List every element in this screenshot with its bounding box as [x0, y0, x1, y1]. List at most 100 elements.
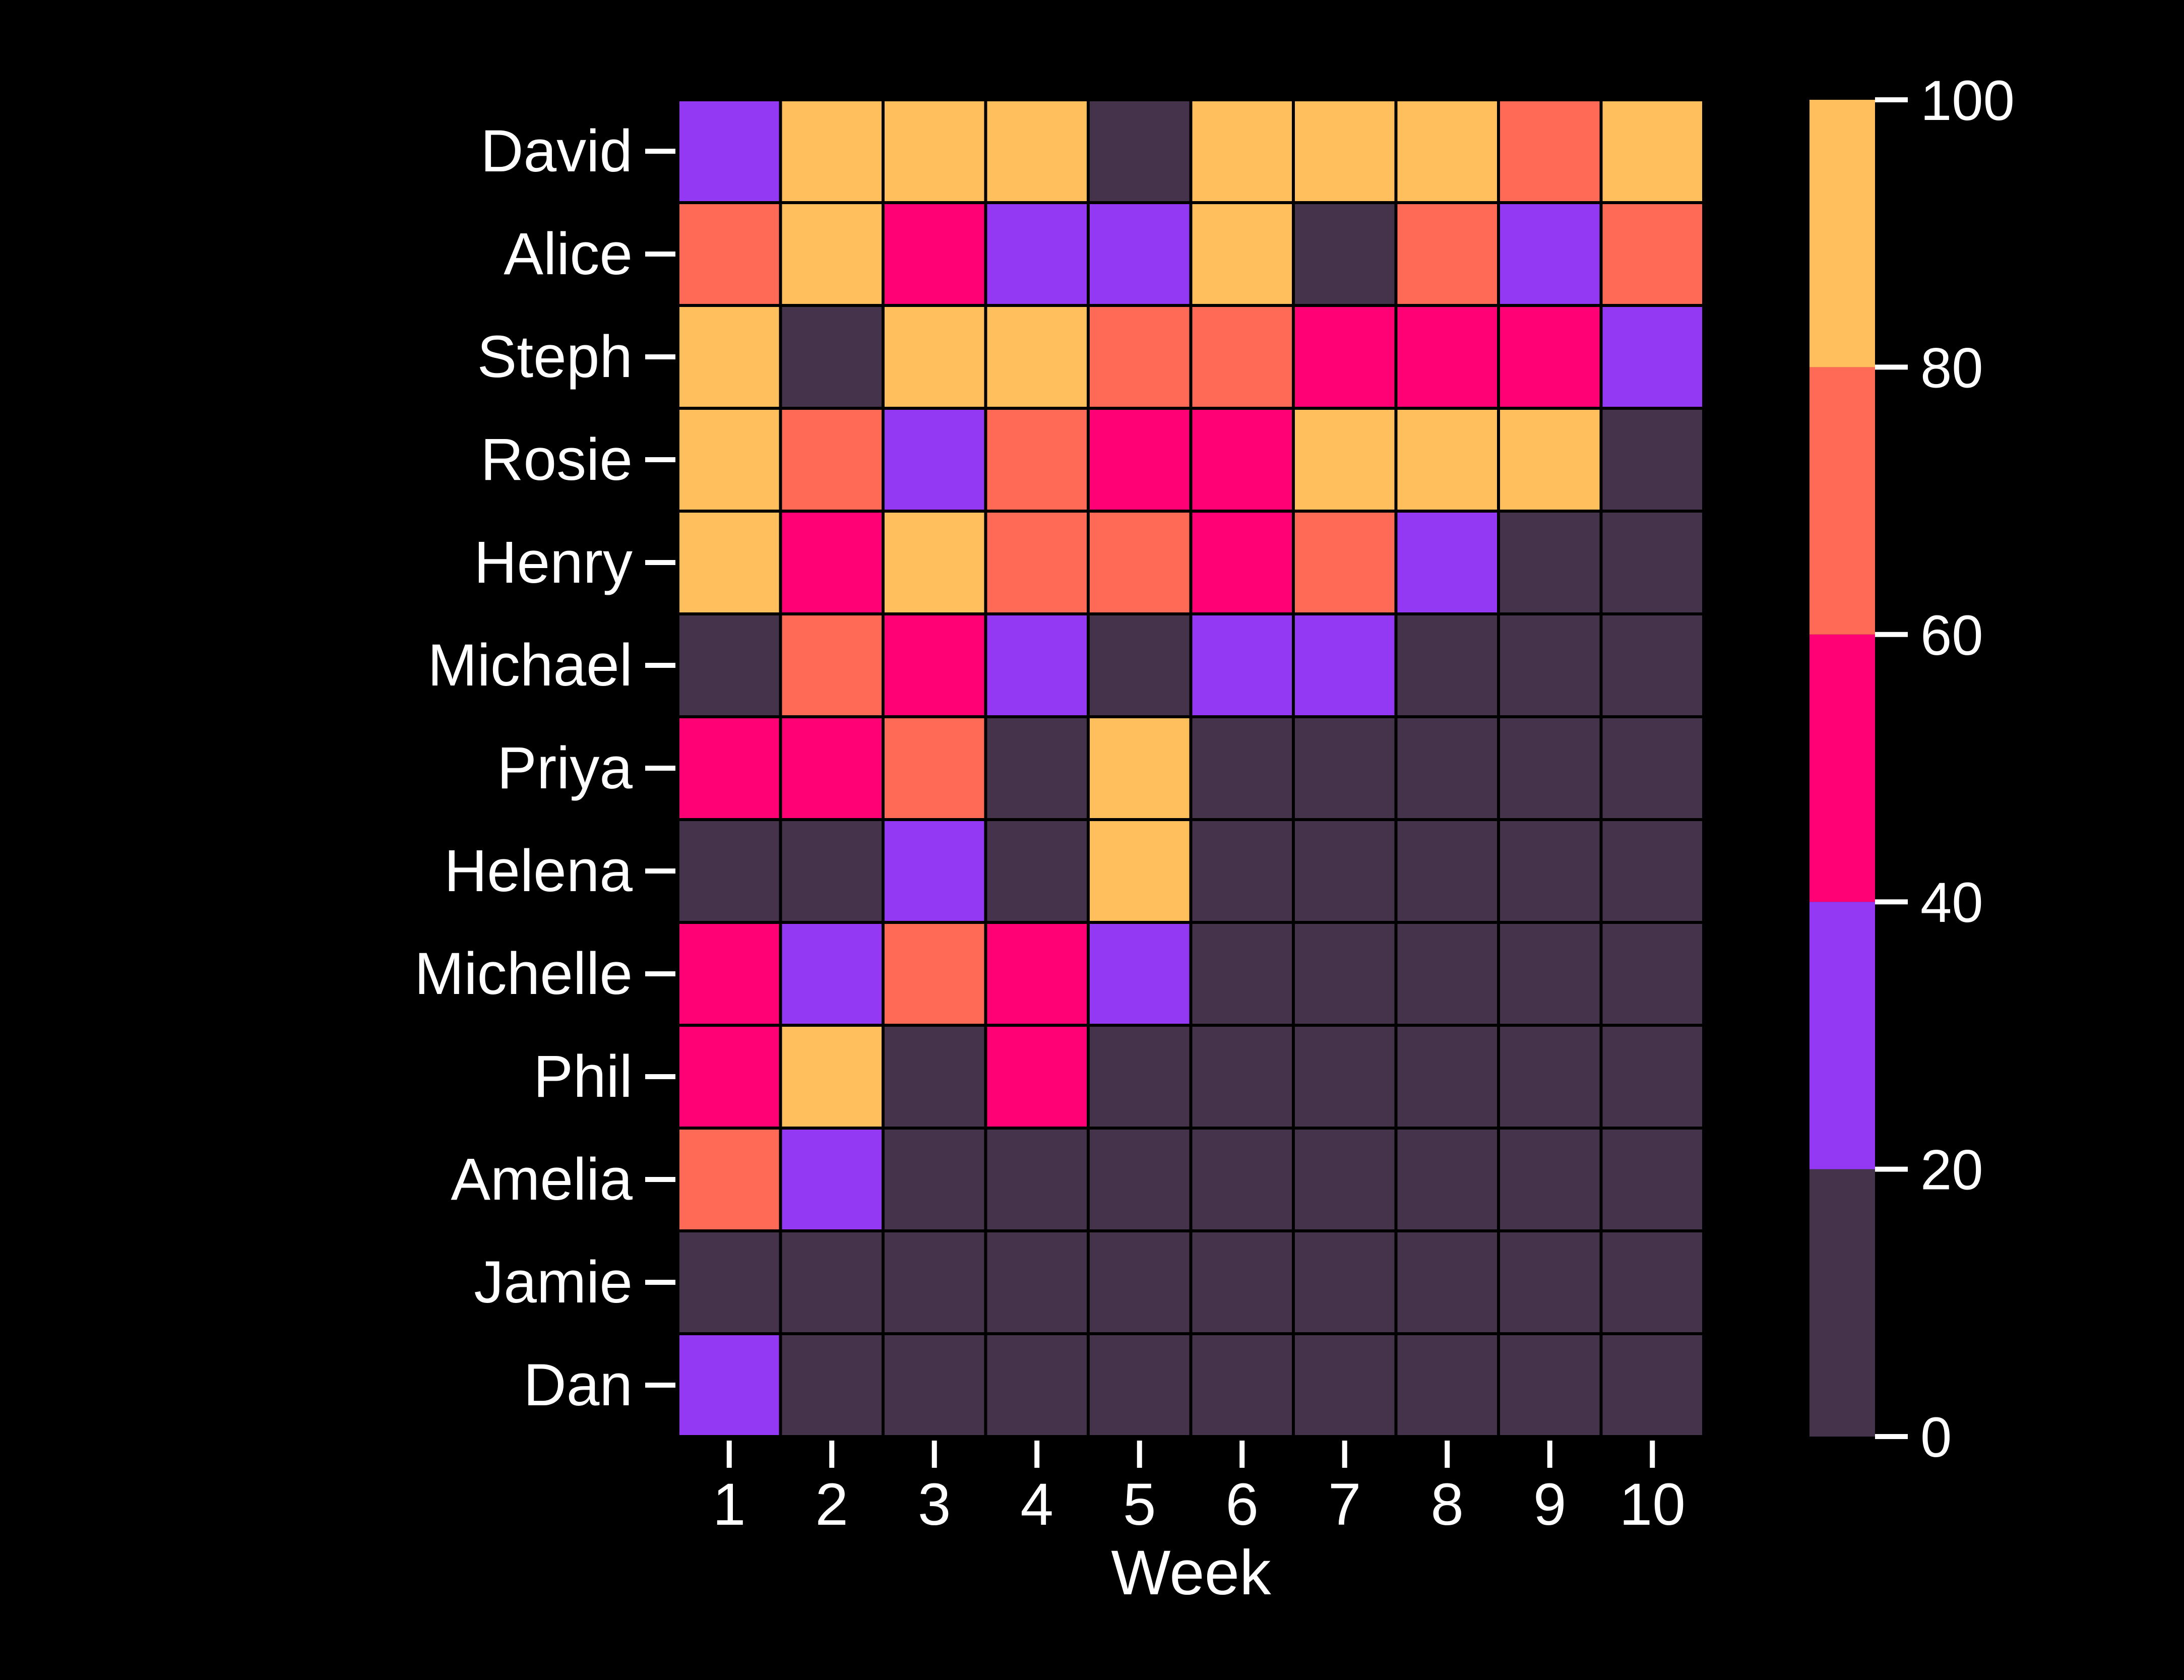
heatmap-cell	[779, 612, 885, 718]
colorbar-tick-label: 40	[1920, 871, 1983, 934]
y-axis: David Alice Steph Rosie Henry Michael Priya Hel…	[414, 118, 675, 1418]
y-tick-label: Jamie	[474, 1249, 633, 1316]
heatmap-cell	[984, 1229, 1090, 1335]
y-tick-label: Rosie	[480, 426, 633, 493]
heatmap-cell	[779, 98, 885, 204]
x-tick-label: 2	[815, 1471, 848, 1538]
heatmap-cell	[882, 201, 987, 307]
colorbar-tick-label: 60	[1920, 604, 1983, 667]
colorbar-segment	[1809, 1169, 1875, 1437]
heatmap-cell	[1087, 818, 1193, 924]
heatmap-cell	[676, 715, 782, 821]
heatmap-cell	[779, 715, 885, 821]
heatmap-cell	[1394, 818, 1500, 924]
heatmap-cell	[676, 1332, 782, 1438]
heatmap-cell	[1189, 1332, 1295, 1438]
heatmap-cell	[676, 1024, 782, 1130]
heatmap-cell	[676, 1127, 782, 1232]
x-tick-label: 5	[1123, 1471, 1156, 1538]
colorbar-segment	[1809, 634, 1875, 902]
heatmap-cell	[1394, 201, 1500, 307]
heatmap-cell	[1394, 510, 1500, 615]
heatmap-cell	[1292, 1024, 1398, 1130]
heatmap-cell	[1394, 1332, 1500, 1438]
heatmap-cell	[779, 1024, 885, 1130]
x-tick-label: 10	[1619, 1471, 1686, 1538]
colorbar-tick-label: 80	[1920, 336, 1983, 399]
x-tick-label: 4	[1020, 1471, 1053, 1538]
heatmap-cells	[676, 98, 1705, 1438]
heatmap-cell	[882, 510, 987, 615]
heatmap-cell	[1292, 612, 1398, 718]
heatmap-cell	[1292, 1127, 1398, 1232]
x-tick-label: 6	[1225, 1471, 1259, 1538]
heatmap-cell	[1189, 1229, 1295, 1335]
heatmap-cell	[1292, 1229, 1398, 1335]
heatmap-cell	[882, 1332, 987, 1438]
heatmap-cell	[1087, 510, 1193, 615]
heatmap-cell	[676, 407, 782, 513]
x-axis-title: Week	[1111, 1538, 1271, 1608]
x-tick-label: 1	[713, 1471, 746, 1538]
heatmap-cell	[676, 1229, 782, 1335]
heatmap-cell	[1087, 1332, 1193, 1438]
y-tick-label: Michael	[427, 632, 633, 699]
heatmap-cell	[676, 612, 782, 718]
colorbar-tick-label: 20	[1920, 1139, 1983, 1202]
y-tick-label: Dan	[524, 1352, 633, 1418]
heatmap-cell	[1497, 921, 1603, 1027]
heatmap-cell	[779, 304, 885, 410]
x-tick-label: 3	[918, 1471, 951, 1538]
colorbar-segment	[1809, 902, 1875, 1169]
heatmap-cell	[1292, 304, 1398, 410]
heatmap-cell	[882, 921, 987, 1027]
heatmap-cell	[1292, 201, 1398, 307]
heatmap-cell	[1087, 921, 1193, 1027]
heatmap-cell	[1394, 407, 1500, 513]
heatmap-cell	[984, 201, 1090, 307]
heatmap-cell	[779, 510, 885, 615]
heatmap-cell	[1087, 1127, 1193, 1232]
colorbar-tick-label: 100	[1920, 69, 2015, 132]
y-tick-label: Amelia	[451, 1146, 633, 1213]
heatmap-cell	[1394, 1024, 1500, 1130]
heatmap-cell	[1497, 818, 1603, 924]
heatmap-cell	[1189, 510, 1295, 615]
heatmap-cell	[1599, 1127, 1705, 1232]
heatmap-cell	[1189, 304, 1295, 410]
heatmap-cell	[984, 612, 1090, 718]
heatmap-cell	[882, 612, 987, 718]
heatmap-cell	[676, 818, 782, 924]
heatmap-cell	[779, 921, 885, 1027]
heatmap-cell	[1394, 612, 1500, 718]
heatmap-cell	[676, 201, 782, 307]
heatmap-cell	[1599, 1229, 1705, 1335]
heatmap-cell	[779, 407, 885, 513]
heatmap-cell	[984, 818, 1090, 924]
heatmap-cell	[984, 407, 1090, 513]
heatmap-cell	[1599, 818, 1705, 924]
heatmap-cell	[1087, 407, 1193, 513]
heatmap-cell	[1497, 1229, 1603, 1335]
y-tick-label: Priya	[497, 735, 633, 801]
heatmap-cell	[676, 304, 782, 410]
heatmap-cell	[1394, 715, 1500, 821]
heatmap-cell	[1189, 612, 1295, 718]
heatmap-cell	[676, 98, 782, 204]
heatmap-cell	[1394, 304, 1500, 410]
heatmap-cell	[779, 201, 885, 307]
heatmap-cell	[882, 818, 987, 924]
heatmap-cell	[882, 1229, 987, 1335]
colorbar: 0 20 40 60 80 100	[1809, 69, 2015, 1469]
heatmap-cell	[882, 715, 987, 821]
heatmap-cell	[1189, 715, 1295, 821]
heatmap-cell	[882, 1127, 987, 1232]
heatmap-cell	[882, 407, 987, 513]
heatmap-cell	[984, 1332, 1090, 1438]
heatmap-cell	[1497, 612, 1603, 718]
heatmap-cell	[1189, 921, 1295, 1027]
heatmap-cell	[984, 1024, 1090, 1130]
colorbar-segment	[1809, 367, 1875, 635]
heatmap-cell	[1599, 612, 1705, 718]
